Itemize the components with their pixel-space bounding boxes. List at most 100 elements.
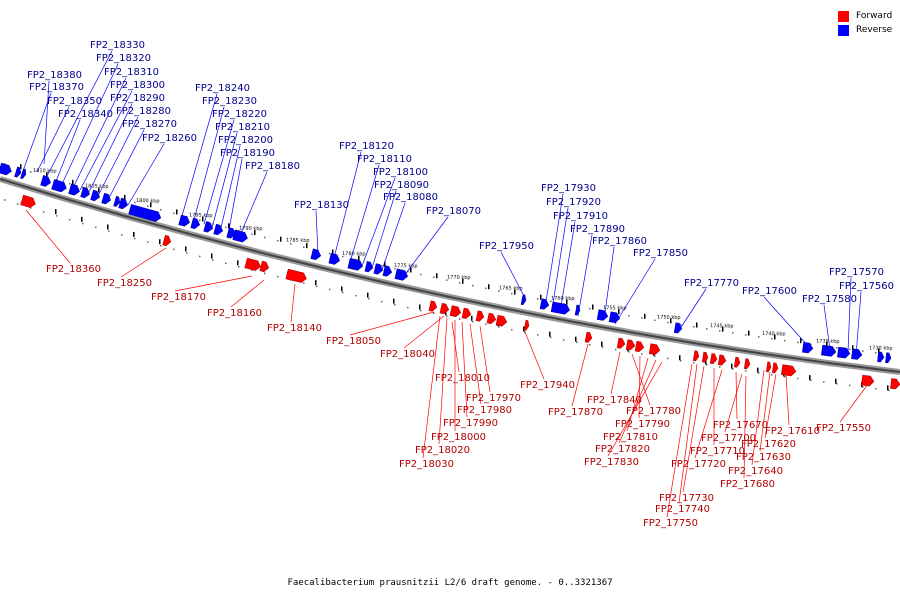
reverse-gene-label: FP2_18260	[142, 133, 197, 144]
reverse-rail-dot	[173, 212, 175, 215]
forward-rail-dot	[641, 353, 643, 355]
forward-rail-dot	[394, 303, 396, 306]
reverse-gene-label: FP2_18290	[110, 93, 165, 104]
forward-gene-label: FP2_17710	[690, 446, 745, 457]
forward-tick-dash	[315, 280, 317, 286]
forward-gene-label: FP2_17740	[655, 504, 710, 515]
kbp-tick-label: 1750 kbp	[657, 315, 681, 321]
reverse-rail-dot	[433, 276, 435, 279]
forward-callout-line	[618, 359, 657, 444]
forward-rail-dot	[147, 241, 149, 243]
forward-callout-line	[626, 357, 649, 432]
reverse-gene-label: FP2_18380	[27, 70, 82, 81]
forward-tick-dash	[523, 326, 525, 332]
reverse-callout-line	[54, 119, 81, 185]
forward-gene-arrow	[475, 310, 485, 322]
reverse-callout-line	[544, 193, 564, 309]
forward-callout-line	[839, 383, 869, 423]
forward-rail-dot	[667, 357, 669, 360]
forward-gene-label: FP2_17830	[584, 457, 639, 468]
reverse-tick-dash	[462, 278, 464, 284]
forward-rail-dot	[355, 294, 357, 297]
forward-gene-arrow	[259, 260, 270, 273]
reverse-callout-line	[559, 221, 576, 313]
reverse-gene-label: FP2_17600	[742, 286, 797, 297]
forward-callout-line	[174, 275, 253, 292]
reverse-tick-dash	[358, 255, 360, 261]
forward-rail-dot	[849, 384, 851, 387]
reverse-rail-dot	[706, 328, 708, 330]
forward-rail-dot	[810, 379, 812, 382]
reverse-callout-line	[127, 143, 165, 206]
forward-rail-dot	[17, 203, 19, 205]
reverse-gene-arrow	[128, 204, 162, 222]
forward-callout-line	[759, 371, 771, 452]
reverse-gene-arrow	[213, 223, 224, 236]
reverse-callout-line	[44, 50, 113, 181]
forward-tick-dash	[835, 378, 837, 384]
forward-gene-label: FP2_17640	[728, 466, 783, 477]
reverse-gene-label: FP2_18370	[29, 82, 84, 93]
reverse-callout-line	[43, 80, 50, 165]
legend-reverse: Reverse	[838, 23, 892, 37]
reverse-tick-dash	[332, 249, 334, 255]
forward-callout-line	[422, 315, 441, 459]
reverse-gene-arrow	[837, 346, 851, 359]
forward-tick-dash	[601, 341, 603, 347]
reverse-gene-arrow	[394, 268, 409, 281]
reverse-callout-line	[79, 90, 133, 191]
legend-forward-label: Forward	[856, 11, 893, 21]
kbp-tick-label: 1770 kbp	[447, 275, 471, 281]
reverse-callout-line	[219, 145, 241, 233]
forward-gene-arrow	[486, 312, 497, 325]
forward-gene-label: FP2_18250	[97, 278, 152, 289]
reverse-gene-arrow	[190, 217, 201, 229]
reverse-rail-dot	[589, 307, 591, 310]
reverse-callout-line	[614, 258, 656, 325]
kbp-tick-label: 1735 kbp	[816, 339, 840, 345]
forward-callout-line	[479, 325, 491, 393]
reverse-gene-label: FP2_18310	[104, 67, 159, 78]
kbp-tick-label: 1785 kbp	[286, 237, 310, 244]
forward-callout-line	[678, 363, 698, 504]
forward-tick-dash	[367, 292, 369, 298]
forward-gene-label: FP2_18140	[267, 323, 322, 334]
reverse-rail-dot	[680, 323, 682, 326]
forward-gene-arrow	[771, 362, 779, 374]
forward-callout-line	[349, 311, 435, 336]
forward-gene-arrow	[861, 374, 875, 387]
reverse-gene-label: FP2_17850	[633, 248, 688, 259]
forward-rail-dot	[264, 272, 266, 275]
kbp-tick-label: 1775 kbp	[394, 263, 418, 270]
reverse-tick-dash	[488, 284, 490, 290]
reverse-callout-line	[97, 116, 139, 197]
forward-rail-dot	[888, 389, 890, 392]
forward-rail-dot	[4, 199, 6, 201]
forward-gene-arrow	[890, 378, 900, 390]
forward-gene-label: FP2_18360	[46, 264, 101, 275]
forward-tick-dash	[341, 286, 343, 292]
reverse-rail-dot	[329, 252, 331, 255]
forward-tick-dash	[393, 298, 395, 304]
forward-gene-arrow	[709, 353, 718, 365]
reverse-rail-dot	[771, 338, 773, 340]
forward-callout-line	[451, 321, 460, 373]
reverse-callout-line	[500, 251, 526, 299]
forward-callout-line	[610, 351, 621, 395]
reverse-callout-line	[847, 277, 852, 353]
reverse-callout-line	[349, 164, 380, 263]
reverse-rail-dot	[342, 255, 344, 258]
forward-callout-line	[461, 321, 468, 418]
reverse-rail-dot	[654, 319, 656, 322]
reverse-tick-dash	[748, 330, 750, 336]
forward-callout-line	[682, 365, 705, 493]
forward-gene-arrow	[765, 361, 772, 373]
reverse-rail-dot	[641, 317, 643, 319]
forward-rail-dot	[251, 269, 253, 271]
reverse-tick-dash	[696, 322, 698, 328]
forward-tick-dash	[549, 331, 551, 337]
forward-tick-dash	[185, 246, 187, 252]
forward-gene-arrow	[495, 314, 508, 327]
reverse-rail-dot	[264, 236, 266, 239]
